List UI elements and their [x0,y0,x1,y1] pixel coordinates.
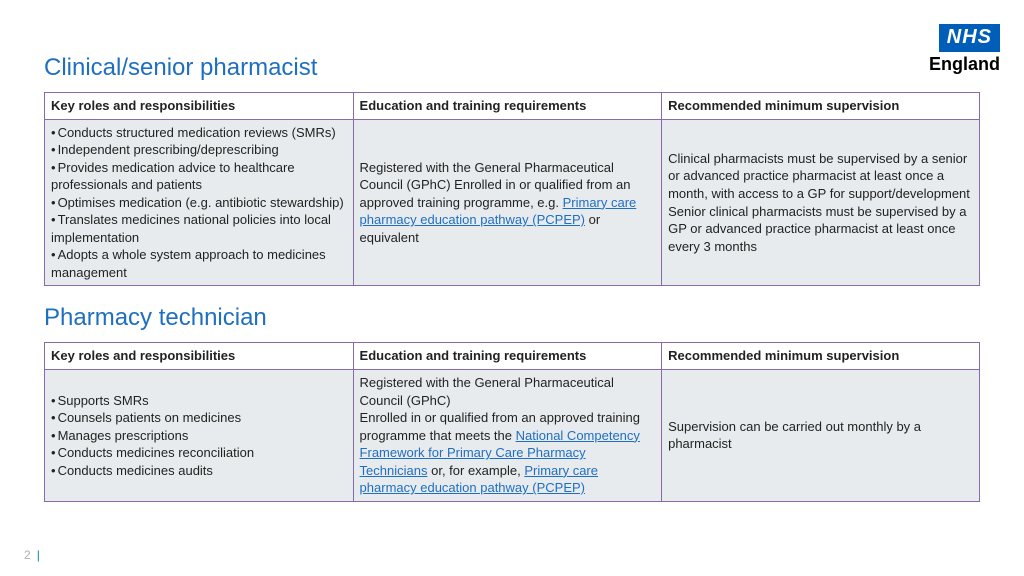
header-supervision: Recommended minimum supervision [662,93,980,120]
role-item: Counsels patients on medicines [51,409,347,427]
table-row: Supports SMRs Counsels patients on medic… [45,370,980,502]
page-number-bar: | [37,548,40,562]
edu-text-mid: or, for example, [427,463,524,478]
role-item: Conducts structured medication reviews (… [51,124,347,142]
page-content: Clinical/senior pharmacist Key roles and… [44,54,980,520]
page-number: 2| [24,548,40,562]
nhs-logo-box: NHS [939,24,1000,52]
table-header-row: Key roles and responsibilities Education… [45,343,980,370]
section1-table: Key roles and responsibilities Education… [44,92,980,286]
role-item: Conducts medicines reconciliation [51,444,347,462]
role-item: Provides medication advice to healthcare… [51,159,347,194]
role-item: Optimises medication (e.g. antibiotic st… [51,194,347,212]
cell-education: Registered with the General Pharmaceutic… [353,370,662,502]
page-number-value: 2 [24,548,31,562]
role-item: Supports SMRs [51,392,347,410]
header-supervision: Recommended minimum supervision [662,343,980,370]
header-education: Education and training requirements [353,343,662,370]
cell-supervision: Clinical pharmacists must be supervised … [662,119,980,286]
roles-list: Supports SMRs Counsels patients on medic… [51,392,347,480]
section2-title: Pharmacy technician [44,304,980,332]
role-item: Manages prescriptions [51,427,347,445]
cell-roles: Supports SMRs Counsels patients on medic… [45,370,354,502]
section1-title: Clinical/senior pharmacist [44,54,980,82]
cell-supervision: Supervision can be carried out monthly b… [662,370,980,502]
role-item: Independent prescribing/deprescribing [51,141,347,159]
header-roles: Key roles and responsibilities [45,93,354,120]
role-item: Conducts medicines audits [51,462,347,480]
role-item: Adopts a whole system approach to medici… [51,246,347,281]
header-roles: Key roles and responsibilities [45,343,354,370]
roles-list: Conducts structured medication reviews (… [51,124,347,282]
table-row: Conducts structured medication reviews (… [45,119,980,286]
section2-table: Key roles and responsibilities Education… [44,342,980,501]
table-header-row: Key roles and responsibilities Education… [45,93,980,120]
cell-education: Registered with the General Pharmaceutic… [353,119,662,286]
cell-roles: Conducts structured medication reviews (… [45,119,354,286]
role-item: Translates medicines national policies i… [51,211,347,246]
header-education: Education and training requirements [353,93,662,120]
